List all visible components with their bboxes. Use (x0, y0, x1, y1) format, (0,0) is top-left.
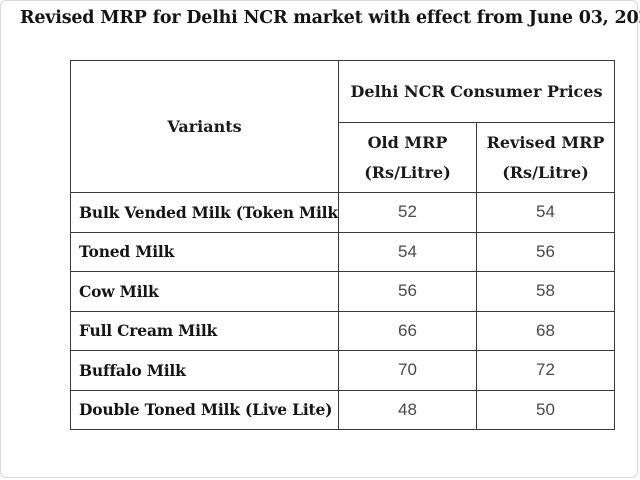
table-row: Toned Milk 54 56 (70, 231, 615, 272)
revised-mrp-header: Revised MRP (Rs/Litre) (476, 122, 615, 193)
variant-name: Double Toned Milk (Live Lite) (70, 389, 339, 430)
old-mrp-value: 66 (338, 310, 477, 351)
table-row: Bulk Vended Milk (Token Milk) 52 54 (70, 192, 615, 233)
variant-name: Buffalo Milk (70, 350, 339, 391)
variant-name: Toned Milk (70, 231, 339, 272)
variant-name: Bulk Vended Milk (Token Milk) (70, 192, 339, 233)
table-row: Double Toned Milk (Live Lite) 48 50 (70, 389, 615, 430)
price-table: Variants Delhi NCR Consumer Prices Old M… (70, 60, 615, 430)
table-row: Buffalo Milk 70 72 (70, 350, 615, 391)
table-row: Cow Milk 56 58 (70, 271, 615, 312)
old-mrp-value: 48 (338, 389, 477, 430)
revised-mrp-value: 68 (476, 310, 615, 351)
revised-mrp-value: 56 (476, 231, 615, 272)
old-mrp-header-line1: Old MRP (367, 132, 448, 152)
old-mrp-header: Old MRP (Rs/Litre) (338, 122, 477, 193)
revised-mrp-value: 58 (476, 271, 615, 312)
header-row-top: Variants Delhi NCR Consumer Prices (70, 60, 615, 193)
revised-mrp-value: 50 (476, 389, 615, 430)
consumer-prices-header: Delhi NCR Consumer Prices (338, 60, 615, 123)
revised-mrp-value: 72 (476, 350, 615, 391)
old-mrp-value: 56 (338, 271, 477, 312)
old-mrp-value: 52 (338, 192, 477, 233)
page-title: Revised MRP for Delhi NCR market with ef… (20, 8, 640, 28)
table-row: Full Cream Milk 66 68 (70, 310, 615, 351)
variant-name: Full Cream Milk (70, 310, 339, 351)
old-mrp-header-line2: (Rs/Litre) (364, 162, 451, 182)
revised-mrp-value: 54 (476, 192, 615, 233)
header-row-sub: Old MRP (Rs/Litre) Revised MRP (Rs/Litre… (71, 122, 615, 193)
revised-mrp-header-line1: Revised MRP (486, 132, 605, 152)
old-mrp-value: 54 (338, 231, 477, 272)
revised-mrp-header-line2: (Rs/Litre) (502, 162, 589, 182)
old-mrp-value: 70 (338, 350, 477, 391)
variant-name: Cow Milk (70, 271, 339, 312)
variants-header: Variants (70, 60, 339, 193)
